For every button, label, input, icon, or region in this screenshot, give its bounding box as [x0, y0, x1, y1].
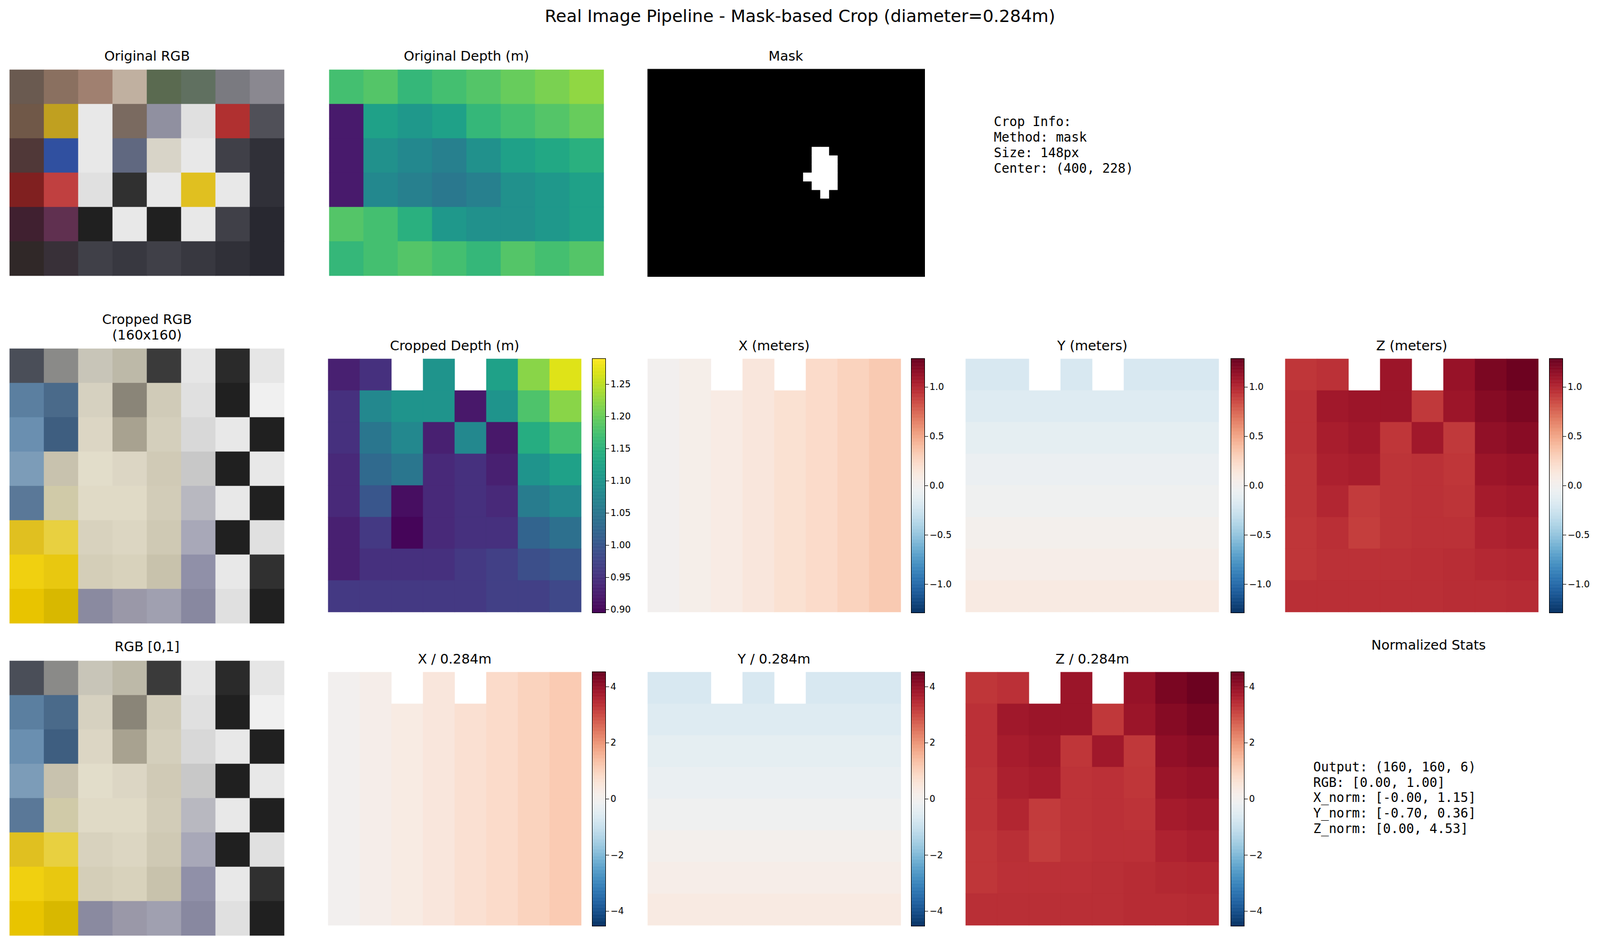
svg-text:−1.0: −1.0 [1567, 578, 1590, 590]
html-text:Mask: Mask [768, 48, 804, 64]
html-text:Crop Info: Method: mask Size:: Crop Info: Method: mask Size: 148px Cent… [993, 114, 1134, 176]
html-text:Cropped RGB (160x160): Cropped RGB (160x160) [102, 311, 192, 343]
svg-text:1.0: 1.0 [929, 381, 945, 392]
svg-text:0.0: 0.0 [1249, 479, 1264, 491]
html-text:Real Image Pipeline - Mask-bas: Real Image Pipeline - Mask-based Crop (d… [544, 6, 1056, 27]
svg-text:−2: −2 [1249, 849, 1263, 861]
html-text:Y (meters): Y (meters) [1057, 337, 1128, 354]
svg-text:−1.0: −1.0 [1249, 578, 1272, 590]
html-text:Output: (160, 160, 6) RGB: [0.: Output: (160, 160, 6) RGB: [0.00, 1.00] … [1313, 759, 1476, 836]
svg-text:−1.0: −1.0 [929, 578, 952, 590]
html-text:Y / 0.284m: Y / 0.284m [737, 651, 811, 667]
html-text:Original Depth (m): Original Depth (m) [403, 48, 530, 64]
svg-text:−4: −4 [929, 905, 944, 916]
svg-text:−0.5: −0.5 [1249, 529, 1272, 540]
svg-text:0: 0 [929, 793, 936, 804]
html-text:Normalized Stats: Normalized Stats [1371, 637, 1486, 653]
svg-text:0: 0 [1249, 793, 1256, 804]
svg-text:−2: −2 [610, 849, 624, 861]
svg-text:0: 0 [610, 793, 617, 804]
html-text:X (meters): X (meters) [738, 337, 810, 354]
svg-text:1.05: 1.05 [610, 507, 631, 518]
svg-text:4: 4 [1249, 680, 1256, 692]
svg-text:−0.5: −0.5 [929, 529, 952, 540]
svg-text:1.10: 1.10 [610, 475, 631, 486]
html-text:RGB [0,1]: RGB [0,1] [114, 638, 180, 655]
svg-text:1.20: 1.20 [610, 410, 631, 422]
svg-text:1.25: 1.25 [610, 378, 631, 390]
html-text:Original RGB: Original RGB [104, 48, 190, 64]
svg-text:0.95: 0.95 [610, 571, 631, 583]
html-text:Cropped Depth (m): Cropped Depth (m) [389, 337, 520, 354]
svg-text:0.0: 0.0 [1567, 479, 1582, 491]
svg-text:2: 2 [1249, 737, 1256, 748]
html-text:X / 0.284m: X / 0.284m [417, 651, 492, 667]
svg-text:0.5: 0.5 [929, 430, 945, 442]
svg-text:−2: −2 [929, 849, 944, 861]
svg-text:−4: −4 [1249, 905, 1263, 916]
svg-text:4: 4 [610, 680, 617, 692]
svg-text:2: 2 [610, 737, 617, 748]
svg-text:0.5: 0.5 [1567, 430, 1582, 442]
svg-text:−4: −4 [610, 905, 624, 916]
html-text:Z / 0.284m: Z / 0.284m [1055, 651, 1130, 667]
svg-text:4: 4 [929, 680, 936, 692]
svg-text:0.5: 0.5 [1249, 430, 1264, 442]
svg-text:−0.5: −0.5 [1567, 529, 1590, 540]
svg-text:0.0: 0.0 [929, 479, 945, 491]
svg-text:1.0: 1.0 [1567, 381, 1582, 392]
svg-text:2: 2 [929, 737, 936, 748]
svg-text:1.00: 1.00 [610, 539, 631, 551]
svg-text:0.90: 0.90 [610, 603, 631, 615]
svg-text:1.0: 1.0 [1249, 381, 1264, 392]
html-text:Z (meters): Z (meters) [1376, 337, 1448, 354]
svg-text:1.15: 1.15 [610, 442, 631, 454]
